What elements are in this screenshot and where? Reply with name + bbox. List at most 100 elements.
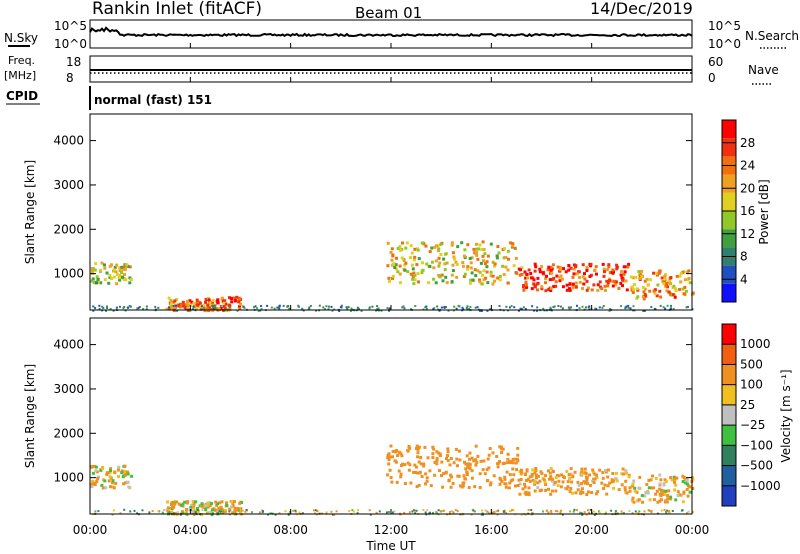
heatmap-cell — [611, 268, 615, 272]
heatmap-cell — [386, 241, 390, 245]
heatmap-cell — [315, 309, 317, 312]
heatmap-cell — [673, 488, 677, 492]
heatmap-cell — [456, 245, 460, 249]
y-tick-label: 3000 — [53, 178, 84, 192]
heatmap-cell — [90, 269, 94, 273]
heatmap-cell — [398, 245, 402, 249]
heatmap-cell — [466, 265, 470, 269]
heatmap-cell — [403, 511, 406, 514]
heatmap-cell — [663, 492, 667, 496]
heatmap-cell — [614, 471, 618, 475]
heatmap-cell — [577, 483, 581, 487]
heatmap-cell — [469, 306, 472, 308]
heatmap-cell — [396, 247, 400, 250]
heatmap-cell — [560, 509, 562, 512]
heatmap-cell — [579, 492, 583, 495]
heatmap-cell — [679, 280, 683, 284]
heatmap-cell — [112, 486, 116, 490]
heatmap-cell — [259, 309, 262, 312]
heatmap-cell — [412, 258, 416, 262]
heatmap-cell — [481, 254, 485, 258]
heatmap-cell — [415, 444, 419, 448]
heatmap-cell — [217, 307, 221, 311]
heatmap-cell — [416, 471, 420, 475]
heatmap-cell — [472, 459, 476, 463]
heatmap-cell — [534, 468, 538, 472]
heatmap-cell — [553, 480, 557, 484]
nave-top-tick: 60 — [708, 55, 723, 69]
heatmap-cell — [552, 482, 556, 486]
heatmap-cell — [479, 459, 483, 463]
heatmap-cell — [549, 492, 553, 496]
heatmap-cell — [114, 270, 118, 274]
heatmap-cell — [161, 511, 164, 514]
colorbar-tick-label: −1000 — [740, 479, 781, 493]
heatmap-cell — [572, 267, 576, 271]
heatmap-cell — [666, 304, 669, 307]
heatmap-cell — [446, 447, 450, 451]
heatmap-cell — [691, 291, 695, 295]
heatmap-cell — [625, 471, 629, 475]
heatmap-cell — [658, 492, 662, 496]
heatmap-cell — [460, 485, 464, 489]
heatmap-cell — [205, 309, 209, 313]
heatmap-cell — [194, 511, 197, 514]
heatmap-cell — [488, 447, 492, 450]
heatmap-cell — [446, 459, 450, 463]
heatmap-cell — [400, 454, 404, 458]
heatmap-cell — [465, 307, 468, 309]
heatmap-cell — [659, 295, 663, 299]
heatmap-cell — [124, 473, 128, 477]
heatmap-cell — [437, 247, 441, 251]
heatmap-cell — [533, 479, 537, 483]
heatmap-cell — [210, 307, 213, 310]
heatmap-cell — [581, 513, 584, 516]
heatmap-cell — [410, 263, 414, 267]
heatmap-cell — [574, 281, 578, 285]
y-tick-label: 4000 — [53, 338, 84, 352]
velocity-ylabel: Slant Range [km] — [23, 364, 37, 468]
heatmap-cell — [175, 298, 178, 301]
heatmap-cell — [473, 268, 477, 272]
heatmap-cell — [417, 445, 421, 449]
heatmap-cell — [614, 511, 617, 514]
heatmap-cell — [625, 491, 629, 495]
heatmap-cell — [216, 301, 220, 305]
heatmap-cell — [615, 280, 619, 284]
heatmap-cell — [524, 492, 528, 496]
heatmap-cell — [102, 307, 105, 309]
heatmap-cell — [392, 511, 394, 514]
heatmap-cell — [356, 306, 359, 309]
heatmap-cell — [476, 454, 480, 458]
heatmap-cell — [474, 274, 478, 277]
heatmap-cell — [178, 305, 182, 309]
heatmap-cell — [118, 278, 122, 282]
nave-label: Nave — [748, 63, 779, 77]
heatmap-cell — [501, 264, 505, 268]
heatmap-cell — [260, 308, 263, 311]
heatmap-cell — [145, 305, 148, 308]
heatmap-cell — [182, 511, 185, 514]
heatmap-cell — [512, 473, 516, 477]
heatmap-cell — [417, 280, 420, 284]
heatmap-cell — [107, 281, 111, 285]
heatmap-cell — [509, 510, 512, 512]
nsky-strip: N.Sky 10^5 10^0 10^5 10^0 N.Search — [4, 19, 799, 51]
heatmap-cell — [99, 468, 103, 472]
heatmap-cell — [524, 276, 528, 280]
heatmap-cell — [578, 280, 582, 284]
heatmap-cell — [538, 479, 542, 483]
heatmap-cell — [443, 262, 447, 266]
heatmap-cell — [169, 305, 173, 309]
heatmap-cell — [426, 456, 430, 460]
heatmap-cell — [506, 461, 510, 465]
heatmap-cell — [585, 288, 589, 292]
heatmap-cell — [478, 472, 482, 476]
heatmap-cell — [676, 494, 680, 497]
heatmap-cell — [482, 459, 486, 463]
heatmap-cell — [466, 463, 470, 466]
heatmap-cell — [546, 268, 550, 272]
heatmap-cell — [542, 478, 546, 482]
heatmap-cell — [585, 513, 588, 516]
heatmap-cell — [112, 509, 115, 512]
